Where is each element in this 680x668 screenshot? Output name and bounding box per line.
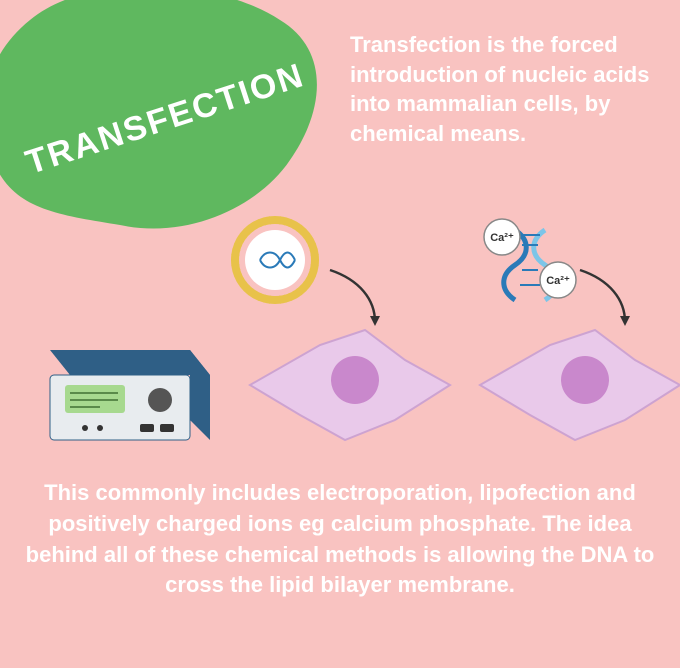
cell-icon-1: [245, 320, 455, 450]
electroporation-device-icon: [30, 330, 220, 460]
calcium-dna-icon: Ca²⁺ Ca²⁺: [480, 215, 580, 305]
infographic-canvas: TRANSFECTION Transfection is the forced …: [0, 0, 680, 668]
calcium-label-1: Ca²⁺: [490, 232, 514, 244]
cell-icon-2: [475, 320, 680, 450]
description-text: This commonly includes electroporation, …: [20, 478, 660, 601]
liposome-icon: [230, 215, 320, 305]
calcium-label-2: Ca²⁺: [546, 275, 570, 287]
definition-text: Transfection is the forced introduction …: [350, 30, 650, 149]
